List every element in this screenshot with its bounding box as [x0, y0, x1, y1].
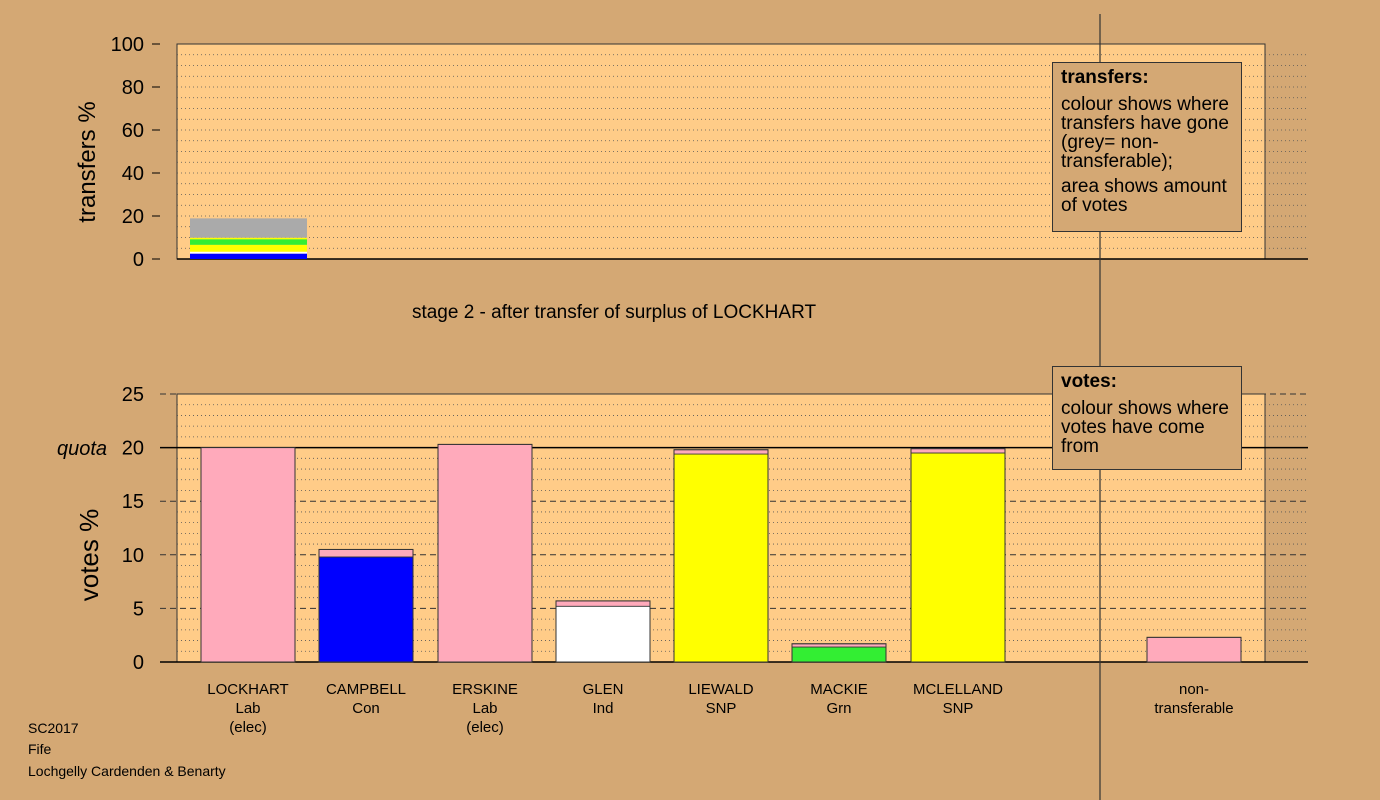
bottom-tick-label: 20 — [122, 438, 144, 460]
transfer-segment — [190, 239, 307, 245]
top-tick-label: 80 — [122, 77, 144, 99]
candidate-label: LIEWALD — [688, 681, 753, 698]
candidate-label: Ind — [593, 700, 614, 717]
candidate-label: ERSKINE — [452, 681, 518, 698]
footer-election: SC2017 — [28, 720, 79, 736]
vote-segment — [555, 605, 651, 663]
candidate-label: (elec) — [229, 719, 267, 736]
vote-bar — [673, 449, 769, 663]
transfer-segment — [190, 218, 307, 238]
candidate-label: Grn — [826, 700, 851, 717]
vote-bar — [555, 600, 651, 663]
candidate-label: SNP — [943, 700, 974, 717]
transfer-segment — [190, 253, 307, 259]
vote-segment — [437, 443, 533, 663]
vote-bar — [200, 447, 296, 663]
candidate-label: LOCKHART — [207, 681, 288, 698]
bottom-tick-label: 10 — [122, 545, 144, 567]
bottom-tick-label: 25 — [122, 384, 144, 406]
vote-bar — [1146, 636, 1242, 663]
candidate-label: CAMPBELL — [326, 681, 406, 698]
votes-legend-title: votes: — [1061, 371, 1117, 392]
candidate-label: SNP — [706, 700, 737, 717]
candidate-label: Lab — [235, 700, 260, 717]
votes-legend: votes: colour shows where votes have com… — [1052, 366, 1242, 470]
vote-bar — [910, 448, 1006, 663]
transfers-legend-title: transfers: — [1061, 67, 1149, 88]
candidate-label: GLEN — [583, 681, 624, 698]
candidate-label: (elec) — [466, 719, 504, 736]
candidate-label: MCLELLAND — [913, 681, 1003, 698]
top-tick-label: 100 — [111, 34, 144, 56]
top-tick-label: 40 — [122, 163, 144, 185]
footer-ward: Lochgelly Cardenden & Benarty — [28, 763, 226, 779]
vote-segment — [910, 452, 1006, 663]
candidate-label: non- — [1179, 681, 1209, 698]
top-ylabel: transfers % — [74, 101, 101, 222]
vote-segment — [555, 600, 651, 607]
candidate-label: transferable — [1154, 700, 1233, 717]
transfers-legend-line1: colour shows where transfers have gone (… — [1061, 94, 1229, 172]
top-tick-label: 20 — [122, 206, 144, 228]
candidate-label: Con — [352, 700, 380, 717]
vote-segment — [1146, 636, 1242, 663]
bottom-tick-label: 15 — [122, 491, 144, 513]
candidate-label: MACKIE — [810, 681, 868, 698]
transfers-legend-line2: area shows amount of votes — [1061, 176, 1227, 216]
vote-segment — [673, 453, 769, 663]
transfer-segment — [190, 237, 307, 240]
top-tick-label: 60 — [122, 120, 144, 142]
bottom-tick-label: 0 — [133, 652, 144, 674]
votes-legend-line1: colour shows where votes have come from — [1061, 398, 1229, 457]
vote-segment — [318, 549, 414, 558]
candidate-label: Lab — [472, 700, 497, 717]
stage-title: stage 2 - after transfer of surplus of L… — [412, 302, 816, 323]
bottom-tick-label: 5 — [133, 598, 144, 620]
vote-segment — [318, 556, 414, 663]
vote-bar — [318, 548, 414, 663]
vote-segment — [200, 447, 296, 663]
vote-bar — [791, 643, 887, 663]
top-tick-label: 0 — [133, 249, 144, 271]
transfer-segment — [190, 244, 307, 252]
transfer-segment — [190, 251, 307, 254]
quota-label: quota — [57, 438, 107, 460]
vote-segment — [910, 448, 1006, 454]
bottom-ylabel: votes % — [74, 509, 104, 602]
vote-bar — [437, 443, 533, 663]
vote-segment — [791, 646, 887, 663]
transfers-legend: transfers: colour shows where transfers … — [1052, 62, 1242, 232]
footer-council: Fife — [28, 741, 52, 757]
vote-segment — [673, 449, 769, 455]
